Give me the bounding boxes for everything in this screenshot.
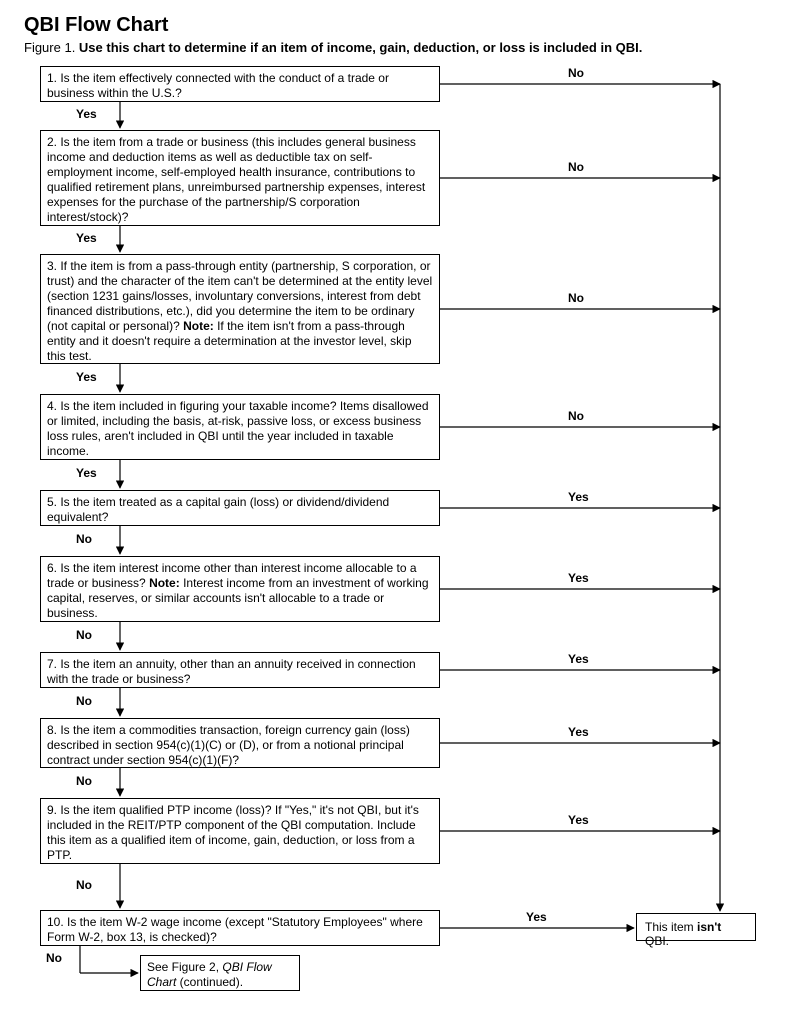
edge-label-exit-1: No bbox=[568, 66, 584, 80]
edge-label-exit-6: Yes bbox=[568, 571, 589, 585]
edge-label-down-7: No bbox=[76, 694, 92, 708]
flow-node-10: 10. Is the item W-2 wage income (except … bbox=[40, 910, 440, 946]
edge-label-down-6: No bbox=[76, 628, 92, 642]
see-figure-2: See Figure 2, QBI Flow Chart (continued)… bbox=[140, 955, 300, 991]
result-not-qbi: This item isn't QBI. bbox=[636, 913, 756, 941]
flow-node-7: 7. Is the item an annuity, other than an… bbox=[40, 652, 440, 688]
flow-node-9: 9. Is the item qualified PTP income (los… bbox=[40, 798, 440, 864]
flow-node-2: 2. Is the item from a trade or business … bbox=[40, 130, 440, 226]
edge-label-down-4: Yes bbox=[76, 466, 97, 480]
edge-label-exit-2: No bbox=[568, 160, 584, 174]
edge-label-down-2: Yes bbox=[76, 231, 97, 245]
edge-label-exit-5: Yes bbox=[568, 490, 589, 504]
flow-node-1: 1. Is the item effectively connected wit… bbox=[40, 66, 440, 102]
edge-label-exit-10: Yes bbox=[526, 910, 547, 924]
flow-node-8: 8. Is the item a commodities transaction… bbox=[40, 718, 440, 768]
edge-label-exit-8: Yes bbox=[568, 725, 589, 739]
edge-label-exit-3: No bbox=[568, 291, 584, 305]
edge-label-down-3: Yes bbox=[76, 370, 97, 384]
edge-label-down-10: No bbox=[46, 951, 62, 965]
figure-caption: Figure 1. Use this chart to determine if… bbox=[24, 40, 642, 55]
edge-label-down-8: No bbox=[76, 774, 92, 788]
flow-node-5: 5. Is the item treated as a capital gain… bbox=[40, 490, 440, 526]
edge-label-down-5: No bbox=[76, 532, 92, 546]
flow-node-6: 6. Is the item interest income other tha… bbox=[40, 556, 440, 622]
edge-label-exit-4: No bbox=[568, 409, 584, 423]
edge-label-down-9: No bbox=[76, 878, 92, 892]
edge-label-down-1: Yes bbox=[76, 107, 97, 121]
page-title: QBI Flow Chart bbox=[24, 14, 168, 37]
flow-node-4: 4. Is the item included in figuring your… bbox=[40, 394, 440, 460]
flow-node-3: 3. If the item is from a pass-through en… bbox=[40, 254, 440, 364]
edge-label-exit-9: Yes bbox=[568, 813, 589, 827]
edge-label-exit-7: Yes bbox=[568, 652, 589, 666]
